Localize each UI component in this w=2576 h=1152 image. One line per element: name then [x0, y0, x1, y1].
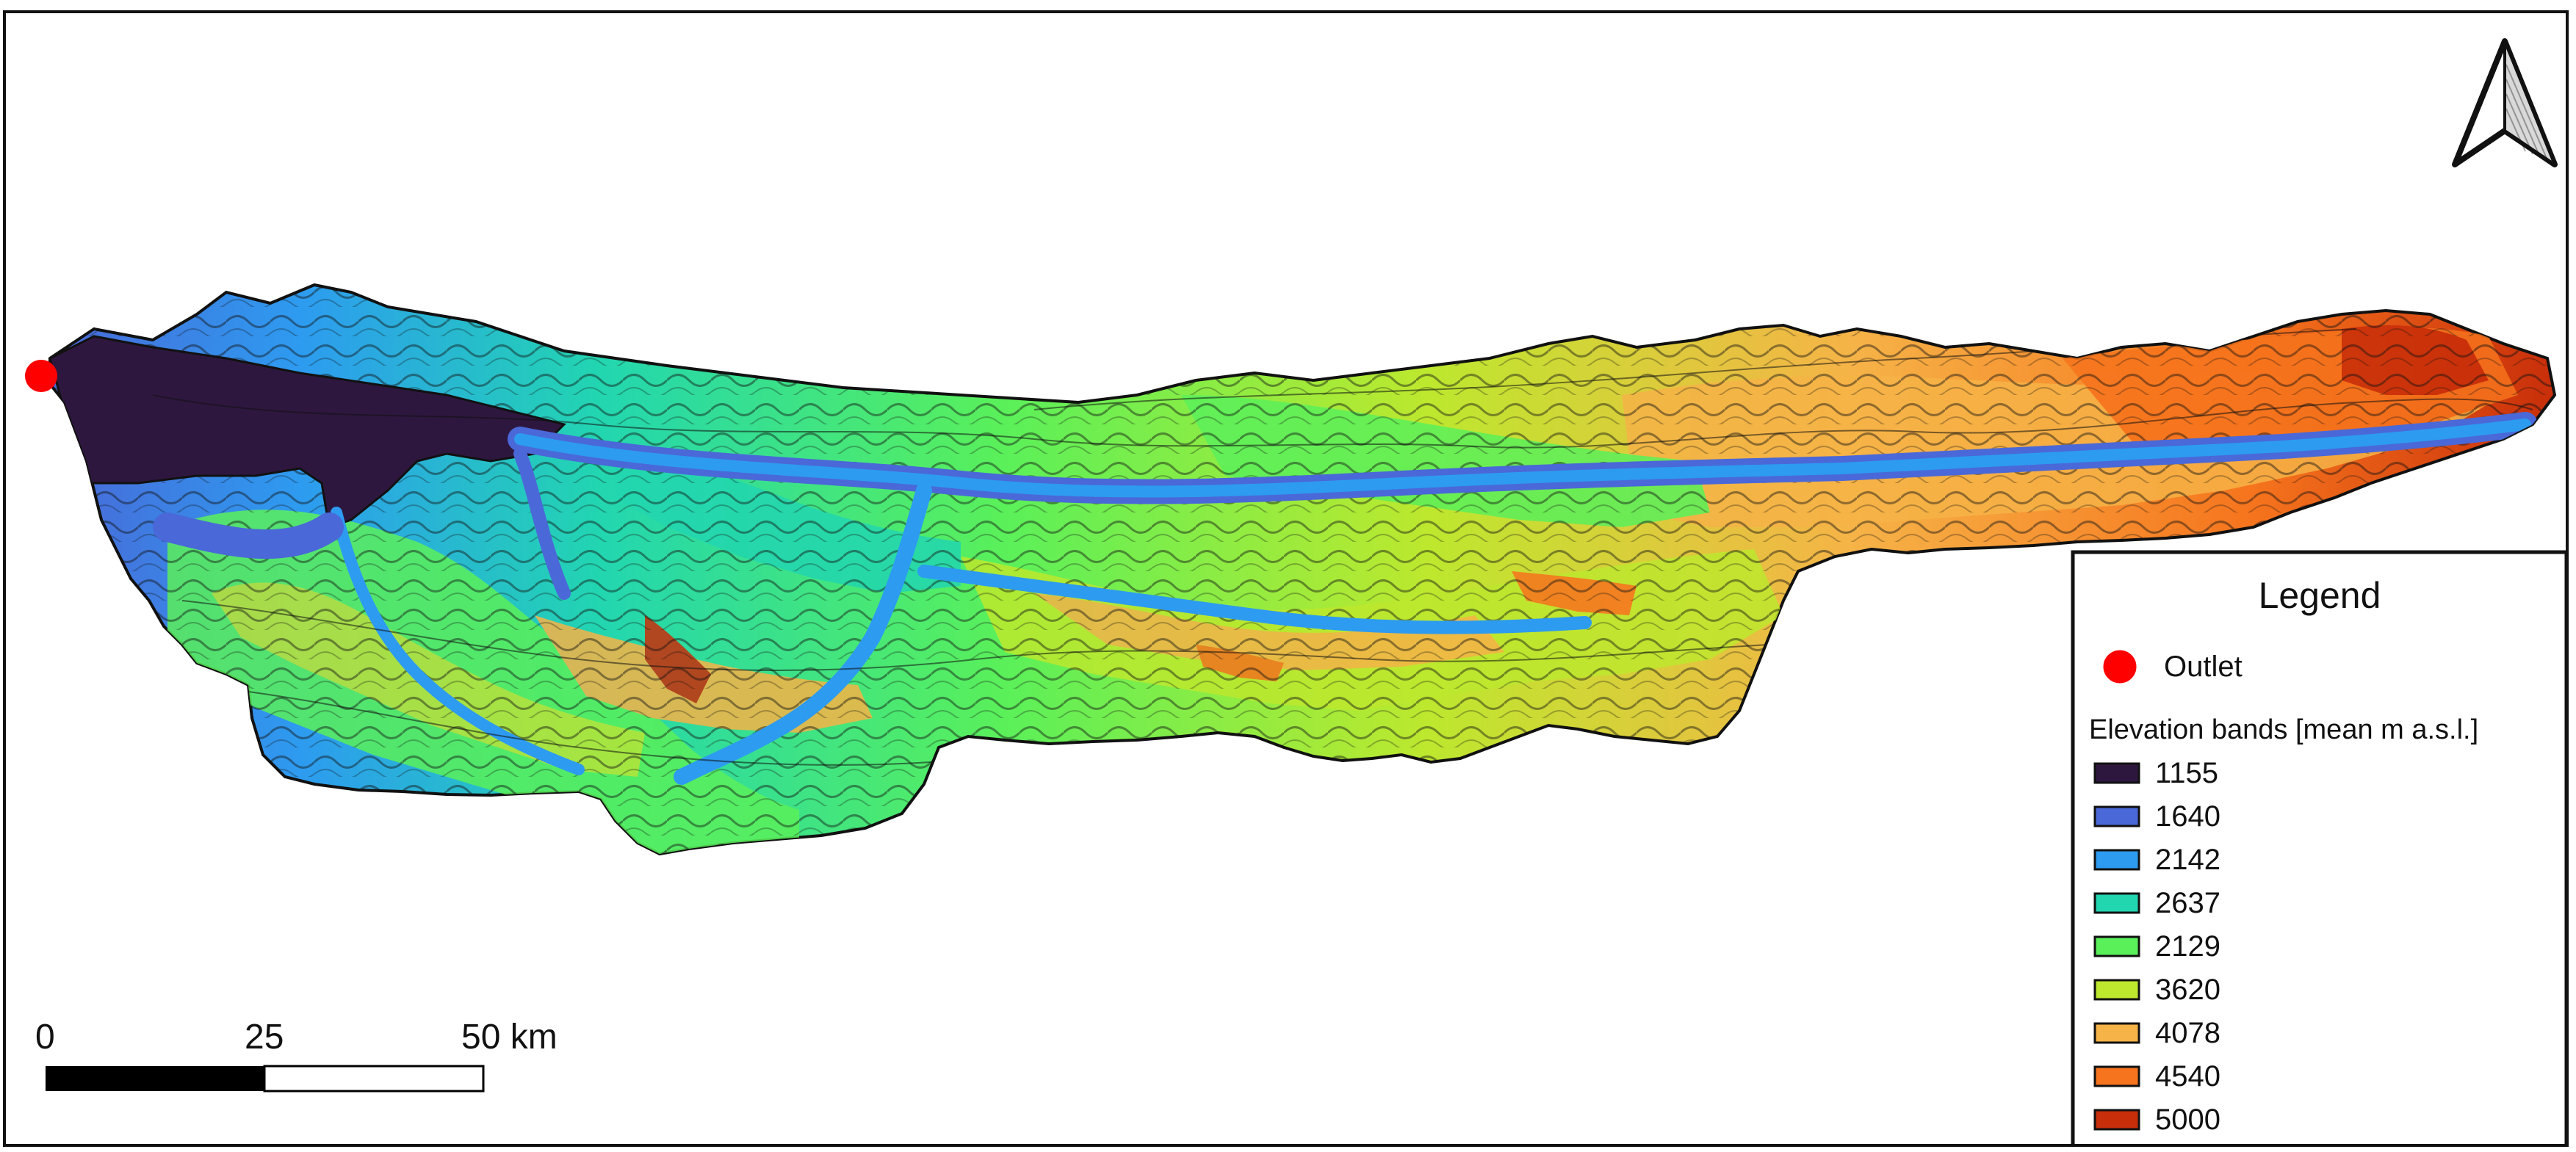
legend-band-swatch [2093, 805, 2140, 827]
legend-elevation-title: Elevation bands [mean m a.s.l.] [2089, 714, 2478, 745]
legend-title: Legend [2259, 575, 2381, 616]
legend-band-swatch [2093, 1022, 2140, 1044]
legend-band-label: 4540 [2155, 1060, 2220, 1093]
legend-band-swatch [2093, 762, 2140, 784]
outlet-marker [25, 360, 57, 392]
legend-band-swatch [2093, 935, 2140, 957]
legend-band-label: 4078 [2155, 1017, 2220, 1049]
legend-outlet-label: Outlet [2164, 651, 2243, 683]
scale-bar-segment-2 [263, 1065, 485, 1093]
map-canvas: 0 25 50 km Legend Outlet Elevation bands… [25, 38, 2566, 1144]
scale-bar: 0 25 50 km [35, 1018, 558, 1093]
legend-band-swatch [2093, 1109, 2140, 1131]
legend-band-label: 2142 [2155, 844, 2220, 876]
legend-band-swatch [2093, 1065, 2140, 1087]
legend: Legend Outlet Elevation bands [mean m a.… [2071, 550, 2566, 1144]
legend-band-label: 3620 [2155, 974, 2220, 1006]
legend-band-swatch [2093, 979, 2140, 1001]
legend-band-label: 5000 [2155, 1104, 2220, 1136]
legend-band-label: 1640 [2155, 800, 2220, 833]
scale-bar-segment-1 [46, 1066, 264, 1091]
legend-box [2071, 550, 2566, 1144]
legend-band-swatch [2093, 892, 2140, 914]
legend-outlet-icon [2103, 650, 2137, 684]
legend-bands: 1155 1640 2142 2637 2129 3620 4078 4540 5000 [2093, 757, 2220, 1136]
north-arrow-icon [2452, 38, 2558, 167]
legend-band-label: 2129 [2155, 930, 2220, 963]
legend-band-swatch [2093, 849, 2140, 871]
scale-label-0: 0 [35, 1018, 55, 1057]
map-frame: 0 25 50 km Legend Outlet Elevation bands… [3, 10, 2569, 1147]
scale-label-25: 25 [245, 1018, 284, 1057]
legend-band-label: 1155 [2155, 757, 2218, 789]
scale-label-50: 50 km [461, 1018, 558, 1057]
legend-band-label: 2637 [2155, 887, 2220, 919]
